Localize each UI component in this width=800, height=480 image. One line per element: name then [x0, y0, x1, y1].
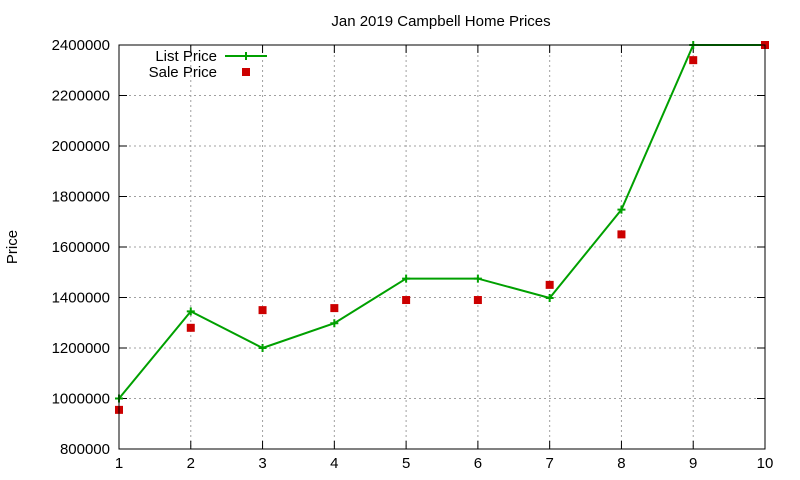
data-point-square: [473, 296, 482, 305]
x-tick-label: 2: [187, 455, 195, 472]
legend-plus-swatch: [242, 52, 250, 60]
legend-square-swatch: [242, 68, 250, 76]
series-layer: [115, 41, 769, 414]
x-tick-label: 6: [474, 455, 482, 472]
data-point-square: [330, 304, 339, 313]
data-point-square: [186, 323, 195, 332]
legend-label: Sale Price: [149, 64, 217, 81]
y-tick-label: 1400000: [52, 290, 110, 307]
data-point-plus: [617, 205, 626, 214]
data-point-square: [689, 56, 698, 65]
y-axis-ticks: 800000 1000000 1200000 1400000 1600000 180000…: [52, 37, 765, 458]
x-tick-label: 10: [757, 455, 774, 472]
y-axis-label: Price: [4, 230, 21, 264]
x-tick-label: 5: [402, 455, 410, 472]
data-point-square: [617, 230, 626, 239]
data-point-square: [545, 280, 554, 289]
y-tick-label: 2000000: [52, 138, 110, 155]
legend-label: List Price: [155, 48, 217, 65]
data-point-plus: [473, 274, 482, 283]
chart-title: Jan 2019 Campbell Home Prices: [331, 13, 550, 30]
x-axis-ticks: 1 2 3 4 5 6 7 8 9 10: [115, 45, 774, 472]
y-tick-label: 1200000: [52, 340, 110, 357]
x-tick-label: 3: [258, 455, 266, 472]
grid-lines: [119, 45, 765, 449]
data-point-plus: [186, 307, 195, 316]
y-tick-label: 1800000: [52, 189, 110, 206]
data-point-plus: [545, 294, 554, 303]
x-tick-label: 8: [617, 455, 625, 472]
y-tick-label: 1600000: [52, 239, 110, 256]
x-tick-label: 1: [115, 455, 123, 472]
y-tick-label: 800000: [60, 441, 110, 458]
plot-frame: [118, 44, 766, 450]
y-tick-label: 2400000: [52, 37, 110, 54]
x-tick-label: 9: [689, 455, 697, 472]
data-point-square: [402, 296, 411, 305]
x-tick-label: 4: [330, 455, 338, 472]
series-line: [118, 44, 765, 400]
x-tick-label: 7: [545, 455, 553, 472]
data-point-plus: [258, 344, 267, 352]
y-tick-label: 2200000: [52, 88, 110, 105]
data-point-plus: [402, 274, 411, 283]
data-point-square: [258, 306, 267, 315]
y-tick-label: 1000000: [52, 391, 110, 408]
data-point-plus: [330, 319, 339, 328]
